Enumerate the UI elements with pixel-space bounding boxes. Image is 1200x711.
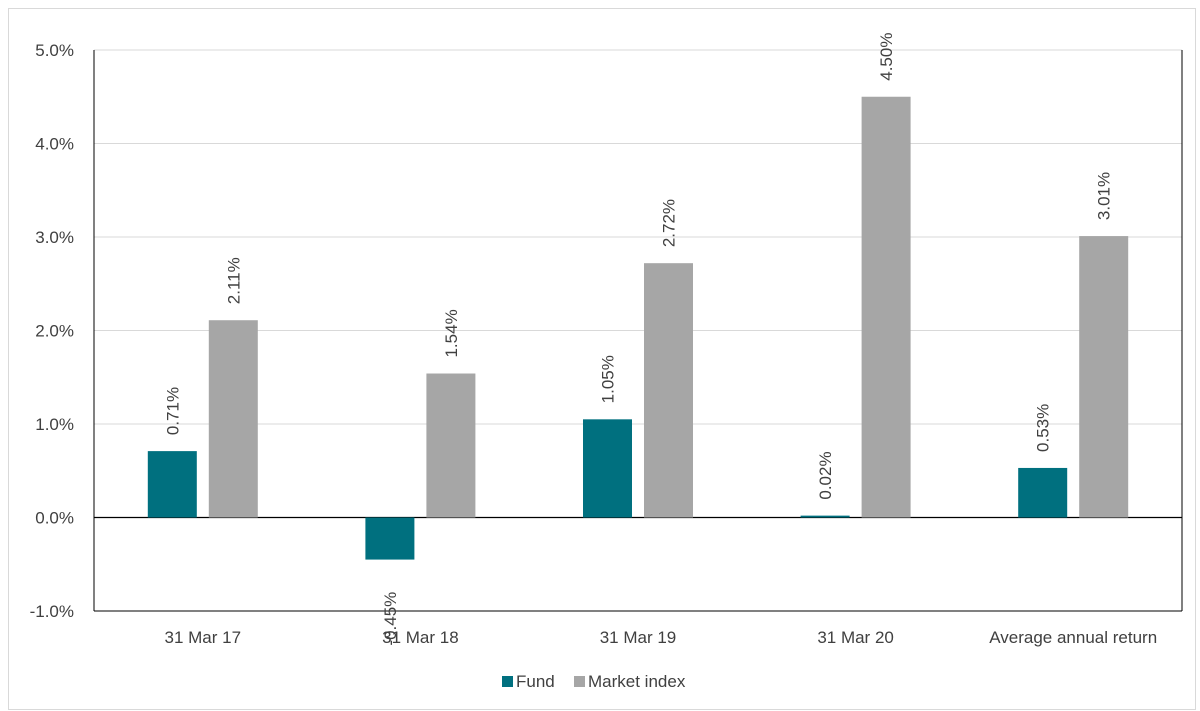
market-index-data-label: 2.11% [224, 257, 243, 304]
y-axis: -1.0% 0.0% 1.0% 2.0% 3.0% 4.0% 5.0% [30, 41, 74, 621]
y-tick-label: 4.0% [35, 135, 74, 154]
x-axis: 31 Mar 17 31 Mar 18 31 Mar 19 31 Mar 20 Aver… [165, 628, 1158, 647]
legend-label-market-index: Market index [588, 672, 686, 691]
market-index-bar [208, 320, 258, 518]
legend-swatch-fund [502, 676, 513, 687]
gridlines [93, 49, 1183, 612]
y-tick-label: -1.0% [30, 602, 74, 621]
fund-bar [365, 517, 415, 560]
legend-label-fund: Fund [516, 672, 555, 691]
chart-frame [8, 8, 1196, 710]
fund-bar [1018, 467, 1068, 518]
fund-data-label: 0.02% [816, 451, 835, 499]
y-tick-label: 2.0% [35, 322, 74, 341]
y-tick-label: 0.0% [35, 509, 74, 528]
y-tick-label: 5.0% [35, 41, 74, 60]
fund-data-label: 0.71% [163, 387, 182, 435]
fund-data-label: -0.45% [381, 592, 400, 646]
y-tick-label: 3.0% [35, 228, 74, 247]
x-tick-label: 31 Mar 19 [600, 628, 677, 647]
fund-bar [583, 419, 632, 518]
market-index-data-label: 2.72% [660, 199, 679, 247]
x-tick-label: Average annual return [989, 628, 1157, 647]
x-tick-label: 31 Mar 17 [165, 628, 242, 647]
fund-bar [147, 451, 197, 518]
legend-swatch-market-index [574, 676, 585, 687]
fund-data-label: 0.53% [1034, 404, 1053, 452]
x-tick-label: 31 Mar 18 [382, 628, 459, 647]
legend: Fund Market index [502, 672, 686, 691]
x-tick-label: 31 Mar 20 [817, 628, 894, 647]
market-index-data-label: 1.54% [442, 309, 461, 357]
data-labels: 0.71% 2.11% -0.45% 1.54% 1.05% 2.72% 0.02% 4.50… [163, 33, 1113, 646]
bars [147, 96, 1129, 560]
market-index-bar [861, 96, 911, 518]
market-index-data-label: 3.01% [1095, 172, 1114, 220]
market-index-bar [644, 263, 693, 518]
market-index-bar [1079, 236, 1129, 518]
fund-bar [800, 515, 850, 518]
fund-data-label: 1.05% [599, 355, 618, 403]
market-index-bar [426, 373, 476, 518]
market-index-data-label: 4.50% [877, 33, 896, 81]
y-tick-label: 1.0% [35, 415, 74, 434]
